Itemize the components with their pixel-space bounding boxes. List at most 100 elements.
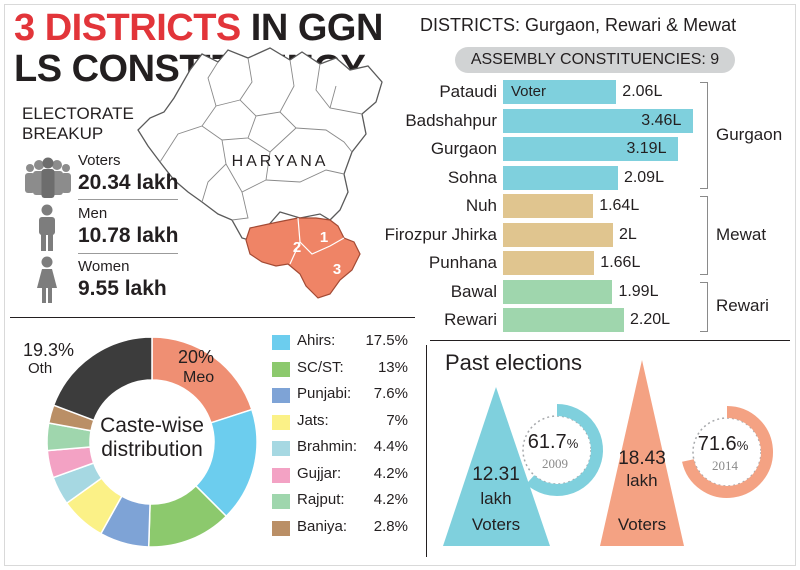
turnout-number: 61.7 [528, 431, 567, 453]
past-elections-chart: 61.7% 2009 12.31 lakh Voters 71.6% 2014 18.43 la… [443, 360, 773, 546]
legend-value: 13% [377, 358, 408, 376]
legend-value: 7.6% [373, 385, 408, 402]
women-label: Women [78, 258, 130, 275]
legend-value: 7% [386, 411, 408, 429]
group-bracket [707, 82, 708, 188]
bar-value-label: 2.09L [623, 168, 664, 186]
legend-swatch [272, 414, 290, 430]
people-group-icon [25, 157, 71, 198]
turnout-ring-arc [682, 406, 773, 498]
group-bracket-tick [700, 330, 708, 332]
bar-value-label: 1.66L [600, 254, 641, 271]
legend-value: 2.8% [373, 517, 408, 535]
past-elections-title: Past elections [445, 350, 582, 375]
turnout-ring-arc [526, 404, 603, 496]
legend-name: Punjabi: [297, 385, 352, 402]
legend-name: Gujjar: [297, 464, 342, 482]
legend-swatch [272, 494, 290, 509]
voters-triangle [443, 387, 550, 546]
legend-name: Ahirs: [297, 332, 336, 349]
constituency-bar-chart: Pataudi Voter 2.06L Badshahpur 3.46L Gurgaon 3… [384, 80, 783, 332]
electorate-title-line1: ELECTORATE [22, 104, 134, 123]
bar-label: Nuh [465, 196, 497, 215]
bar-value-label: 2.06L [622, 83, 663, 100]
bar-value-label: 1.64L [599, 197, 640, 214]
bar-label: Sohna [447, 167, 497, 187]
voters-value: 20.34 lakh [78, 171, 179, 194]
bar [503, 80, 617, 104]
bar-label: Pataudi [439, 82, 497, 101]
bar [503, 308, 624, 332]
group-bracket-tick [700, 196, 708, 197]
donut-center-label: distribution [101, 438, 203, 461]
men-label: Men [78, 205, 108, 222]
district-number-3: 3 [333, 261, 341, 278]
voters-triangle [600, 360, 684, 546]
section-divider [430, 340, 790, 341]
bar [503, 222, 613, 247]
turnout-ring-track [692, 417, 762, 487]
bar [503, 251, 595, 275]
legend-value: 4.4% [373, 438, 408, 455]
electorate-title-line2: BREAKUP [22, 124, 104, 143]
legend-swatch [272, 335, 290, 350]
group-bracket-tick [700, 273, 708, 275]
turnout-year: 2009 [542, 456, 568, 471]
women-value: 9.55 lakh [78, 277, 167, 300]
turnout-value: 71.6% [698, 433, 749, 455]
voters-unit: lakh [626, 471, 657, 490]
electorate-divider [78, 199, 178, 200]
bar-value-label: 2.20L [630, 311, 671, 328]
district-number-1: 1 [320, 229, 328, 246]
ggn-district-border [297, 217, 345, 255]
legend-name: Baniya: [297, 517, 348, 535]
voters-count: 12.31 [472, 464, 520, 485]
legend-value: 4.2% [373, 464, 408, 482]
group-bracket-tick [700, 82, 708, 83]
voters-count: 18.43 [618, 448, 666, 469]
legend-name: Brahmin: [297, 438, 358, 455]
legend-swatch [272, 520, 290, 536]
legend-name: Jats: [297, 411, 329, 429]
bar-inline-label: Voter [511, 83, 547, 100]
group-bracket [707, 281, 708, 331]
voters-label: Voters [618, 515, 666, 534]
legend-swatch [272, 467, 290, 483]
section-divider-vertical [426, 345, 427, 557]
turnout-percent-sign: % [737, 438, 749, 453]
electorate-divider [78, 253, 178, 254]
caste-donut-chart: Caste-wise distribution [46, 336, 258, 548]
bar-value-label: 3.46L [641, 111, 682, 129]
bar [503, 108, 694, 133]
legend-swatch [272, 388, 290, 403]
legend-name: Rajput: [297, 491, 345, 508]
district-number-2: 2 [293, 239, 301, 256]
donut-slice [52, 336, 153, 422]
legend-value: 17.5% [365, 332, 408, 349]
bar-label: Gurgaon [430, 139, 497, 158]
slice-label-oth-value: 19.3% [23, 340, 75, 360]
infographic-frame [4, 4, 796, 566]
bar-label: Firozpur Jhirka [384, 224, 497, 244]
slice-label-oth-name: Oth [28, 360, 53, 377]
bar-label: Badshahpur [405, 110, 497, 130]
legend-swatch [272, 441, 290, 456]
section-divider [10, 317, 415, 318]
districts-header: DISTRICTS: Gurgaon, Rewari & Mewat [420, 15, 737, 35]
group-bracket-tick [700, 188, 708, 189]
ggn-constituency-region [245, 217, 361, 299]
voters-label: Voters [472, 515, 520, 534]
group-label: Rewari [716, 296, 769, 315]
slice-label-meo-value: 20% [178, 347, 215, 367]
group-bracket [707, 196, 708, 274]
men-value: 10.78 lakh [78, 224, 179, 247]
group-label: Gurgaon [716, 125, 783, 144]
legend-value: 4.2% [373, 491, 408, 508]
district-borders [159, 57, 363, 221]
turnout-year: 2014 [712, 458, 739, 473]
woman-icon [37, 256, 57, 303]
ggn-district-border [289, 241, 301, 265]
assembly-constituencies-pill: ASSEMBLY CONSTITUENCIES: 9 [455, 47, 735, 73]
turnout-value: 61.7% [528, 431, 579, 453]
headline-rest: IN GGN [240, 7, 384, 49]
